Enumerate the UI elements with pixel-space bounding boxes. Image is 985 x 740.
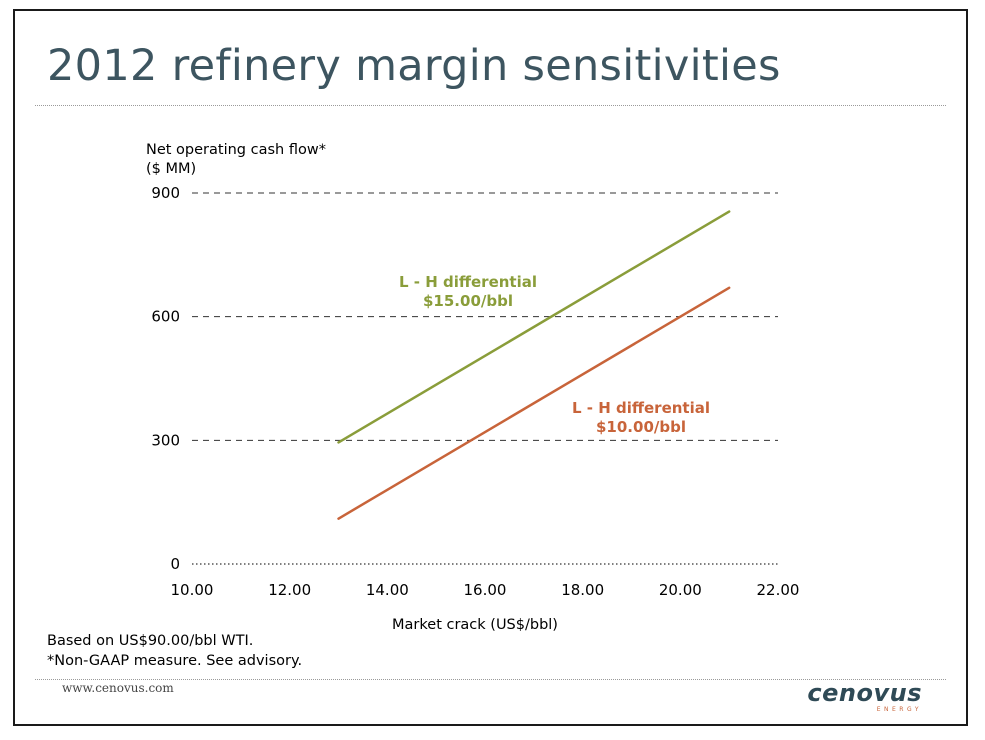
slide-title: 2012 refinery margin sensitivities — [47, 41, 781, 91]
slide: 2012 refinery margin sensitivities 0 300 6… — [13, 9, 968, 726]
footnote-wti: Based on US$90.00/bbl WTI. — [47, 633, 254, 649]
series-label-line1: L - H differential — [572, 399, 710, 417]
footer-divider — [35, 679, 946, 680]
logo-subtitle: ENERGY — [876, 706, 922, 713]
x-axis-label: Market crack (US$/bbl) — [392, 617, 558, 633]
series-line-1 — [337, 286, 731, 520]
series-line-0 — [337, 210, 731, 444]
series-lines — [337, 210, 731, 520]
y-tick-label: 300 — [151, 431, 180, 449]
logo-wordmark: cenovus — [807, 679, 922, 707]
x-tick-label: 18.00 — [561, 581, 604, 599]
chart-labels: Net operating cash flow* ($ MM) Market c… — [146, 142, 710, 633]
x-tick-label: 12.00 — [268, 581, 311, 599]
y-tick-label: 600 — [151, 308, 180, 326]
x-tick-label: 10.00 — [171, 581, 214, 599]
series-label-line2: $15.00/bbl — [423, 292, 513, 310]
x-tick-label: 22.00 — [757, 581, 800, 599]
series-label-line1: L - H differential — [399, 273, 537, 291]
title-divider — [35, 105, 946, 106]
series-label-line2: $10.00/bbl — [596, 418, 686, 436]
y-axis-label-line1: Net operating cash flow* — [146, 142, 326, 158]
line-chart: 0 300 600 900 10.00 12.00 14.00 16.00 18.00 20.00… — [146, 142, 799, 633]
axes: 0 300 600 900 10.00 12.00 14.00 16.00 18.00 20.00… — [151, 184, 799, 599]
footnote-non-gaap: *Non-GAAP measure. See advisory. — [47, 653, 303, 669]
footer-url[interactable]: www.cenovus.com — [62, 681, 174, 695]
y-axis-label-line2: ($ MM) — [146, 161, 196, 177]
y-tick-label: 900 — [151, 184, 180, 202]
x-tick-label: 16.00 — [464, 581, 507, 599]
x-tick-label: 14.00 — [366, 581, 409, 599]
cenovus-logo: cenovus ENERGY — [807, 681, 922, 713]
x-tick-label: 20.00 — [659, 581, 702, 599]
y-tick-label: 0 — [170, 555, 180, 573]
